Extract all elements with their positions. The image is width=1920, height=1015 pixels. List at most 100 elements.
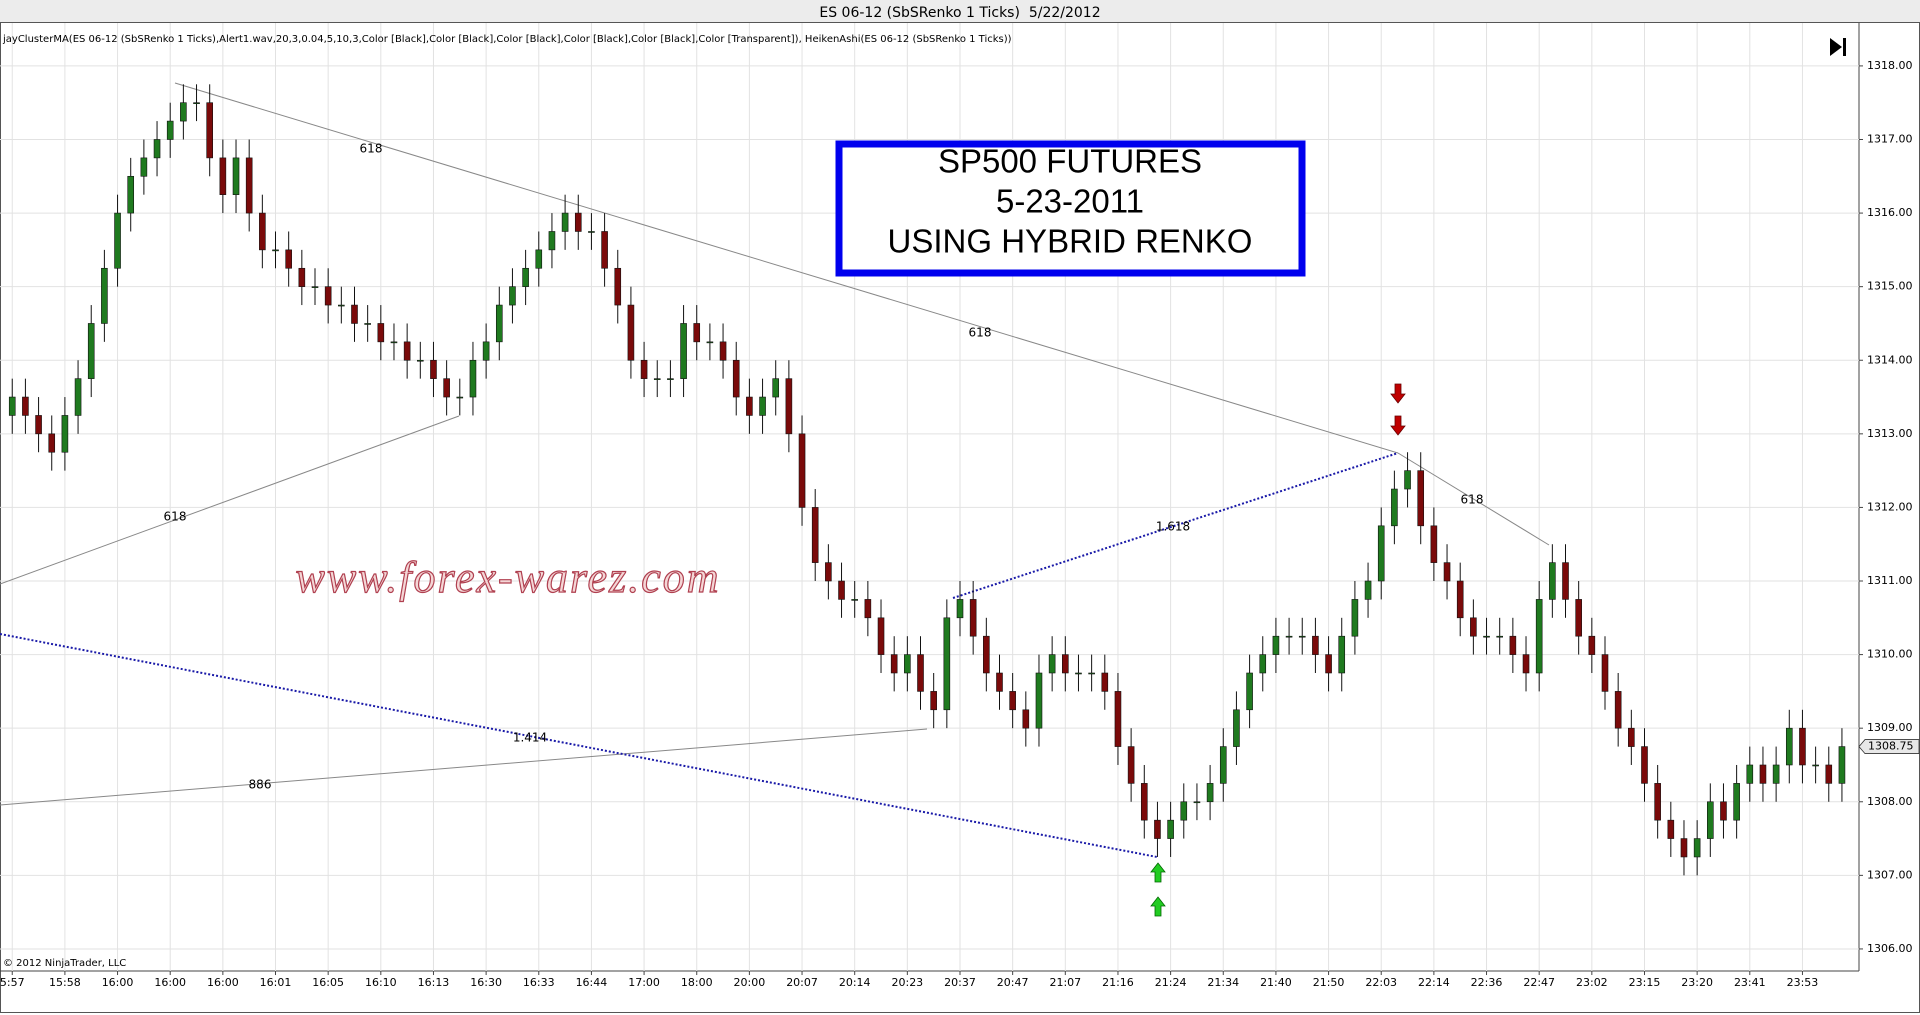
copyright: © 2012 NinjaTrader, LLC (3, 958, 126, 969)
candle-body (1733, 783, 1740, 821)
fib-label: 1.414 (513, 731, 547, 745)
x-tick-label: 21:07 (1049, 976, 1081, 989)
x-tick-label: 16:00 (154, 976, 186, 989)
candle-body (87, 323, 95, 379)
axes: 1306.00 1307.00 1308.00 1309.00 1310.00 1311.… (0, 59, 1920, 989)
candle-body (364, 323, 371, 325)
candle-body (1575, 599, 1582, 637)
candle-body (1180, 801, 1188, 821)
x-tick-label: 22:36 (1471, 976, 1503, 989)
candle-body (509, 286, 516, 306)
candle-body (1654, 783, 1661, 821)
candle-body (1562, 562, 1569, 600)
candle-body (548, 231, 556, 251)
x-tick-label: 18:00 (681, 976, 713, 989)
candle-body (1588, 635, 1596, 655)
candle-body (74, 378, 82, 416)
annotation-text: SP500 FUTURES (938, 143, 1202, 180)
candle-body (1140, 783, 1148, 821)
candle-body (1496, 635, 1503, 638)
x-tick-label: 22:14 (1418, 976, 1450, 989)
candle-body (245, 157, 253, 214)
drawing-tools: 618 618 618 618 886 1.414 1.618 (0, 82, 1550, 858)
x-tick-label: 21:24 (1155, 976, 1187, 989)
candle-body (1759, 764, 1767, 784)
chart-title: ES 06-12 (SbSRenko 1 Ticks) 5/22/2012 (819, 5, 1100, 21)
last-price-marker (1858, 739, 1920, 754)
candle-body (285, 249, 292, 269)
x-tick-label: 20:00 (734, 976, 766, 989)
x-tick-label: 16:00 (207, 976, 239, 989)
end-bar-icon (1843, 38, 1846, 56)
x-tick-label: 23:53 (1787, 976, 1819, 989)
x-tick-label: 16:30 (470, 976, 502, 989)
fib-line (0, 728, 928, 806)
candle-body (1048, 654, 1056, 674)
candle-body (351, 304, 358, 324)
candle-body (1601, 654, 1609, 692)
candle-body (1614, 691, 1622, 729)
candles (8, 84, 1846, 876)
candle-body (1641, 746, 1648, 784)
candle-body (1812, 764, 1819, 767)
y-tick-label: 1318.00 (1867, 59, 1913, 72)
candle-body (1720, 801, 1727, 821)
candle-body (864, 599, 872, 619)
y-tick-label: 1307.00 (1867, 868, 1913, 881)
candle-body (680, 323, 687, 379)
x-tick-label: 16:10 (365, 976, 397, 989)
x-tick-label: 20:07 (786, 976, 818, 989)
fib-line (1397, 452, 1550, 546)
candle-body (1009, 691, 1016, 711)
scroll-end-button[interactable] (1824, 34, 1850, 60)
candle-body (22, 396, 29, 416)
candle-body (996, 672, 1003, 692)
candle-body (890, 654, 898, 674)
candle-body (61, 415, 69, 453)
annotation-text: 5-23-2011 (996, 183, 1144, 220)
candle-body (153, 139, 161, 159)
x-tick-label: 23:02 (1576, 976, 1608, 989)
candle-body (1312, 635, 1319, 655)
candle-body (1456, 580, 1464, 619)
fib-line (0, 633, 1158, 858)
candle-body (443, 378, 450, 398)
fib-label: 618 (1461, 493, 1484, 507)
candle-body (904, 654, 911, 674)
candle-body (390, 341, 398, 344)
candle-body (614, 267, 622, 306)
candle-body (851, 599, 858, 601)
candle-body (838, 580, 845, 600)
candle-body (35, 415, 42, 435)
y-tick-label: 1314.00 (1867, 353, 1913, 366)
x-tick-label: 23:15 (1629, 976, 1661, 989)
candle-body (1430, 525, 1438, 563)
candle-body (48, 433, 56, 453)
x-tick-label: 16:44 (576, 976, 608, 989)
sell-arrow (1390, 383, 1406, 404)
candle-body (1838, 746, 1846, 784)
candle-body (1114, 691, 1122, 747)
candle-body (772, 378, 780, 398)
x-tick-label: 5:57 (0, 976, 25, 989)
candle-body (114, 212, 121, 269)
candle-body (272, 249, 279, 252)
candle-body (180, 102, 187, 122)
fib-line (174, 82, 1399, 454)
candle-body (719, 341, 727, 361)
candle-body (1272, 635, 1280, 655)
fib-label: 618 (164, 510, 187, 524)
candle-body (627, 304, 635, 361)
fib-label: 618 (969, 326, 992, 340)
candle-body (101, 267, 108, 324)
candle-body (1351, 599, 1359, 637)
candle-body (601, 231, 608, 269)
x-tick-label: 15:58 (49, 976, 81, 989)
y-tick-label: 1306.00 (1867, 942, 1913, 955)
candle-body (943, 617, 951, 711)
candle-body (1470, 617, 1477, 637)
candle-body (1535, 599, 1543, 674)
y-tick-label: 1315.00 (1867, 280, 1913, 293)
candle-body (732, 359, 740, 398)
y-tick-label: 1312.00 (1867, 500, 1913, 513)
